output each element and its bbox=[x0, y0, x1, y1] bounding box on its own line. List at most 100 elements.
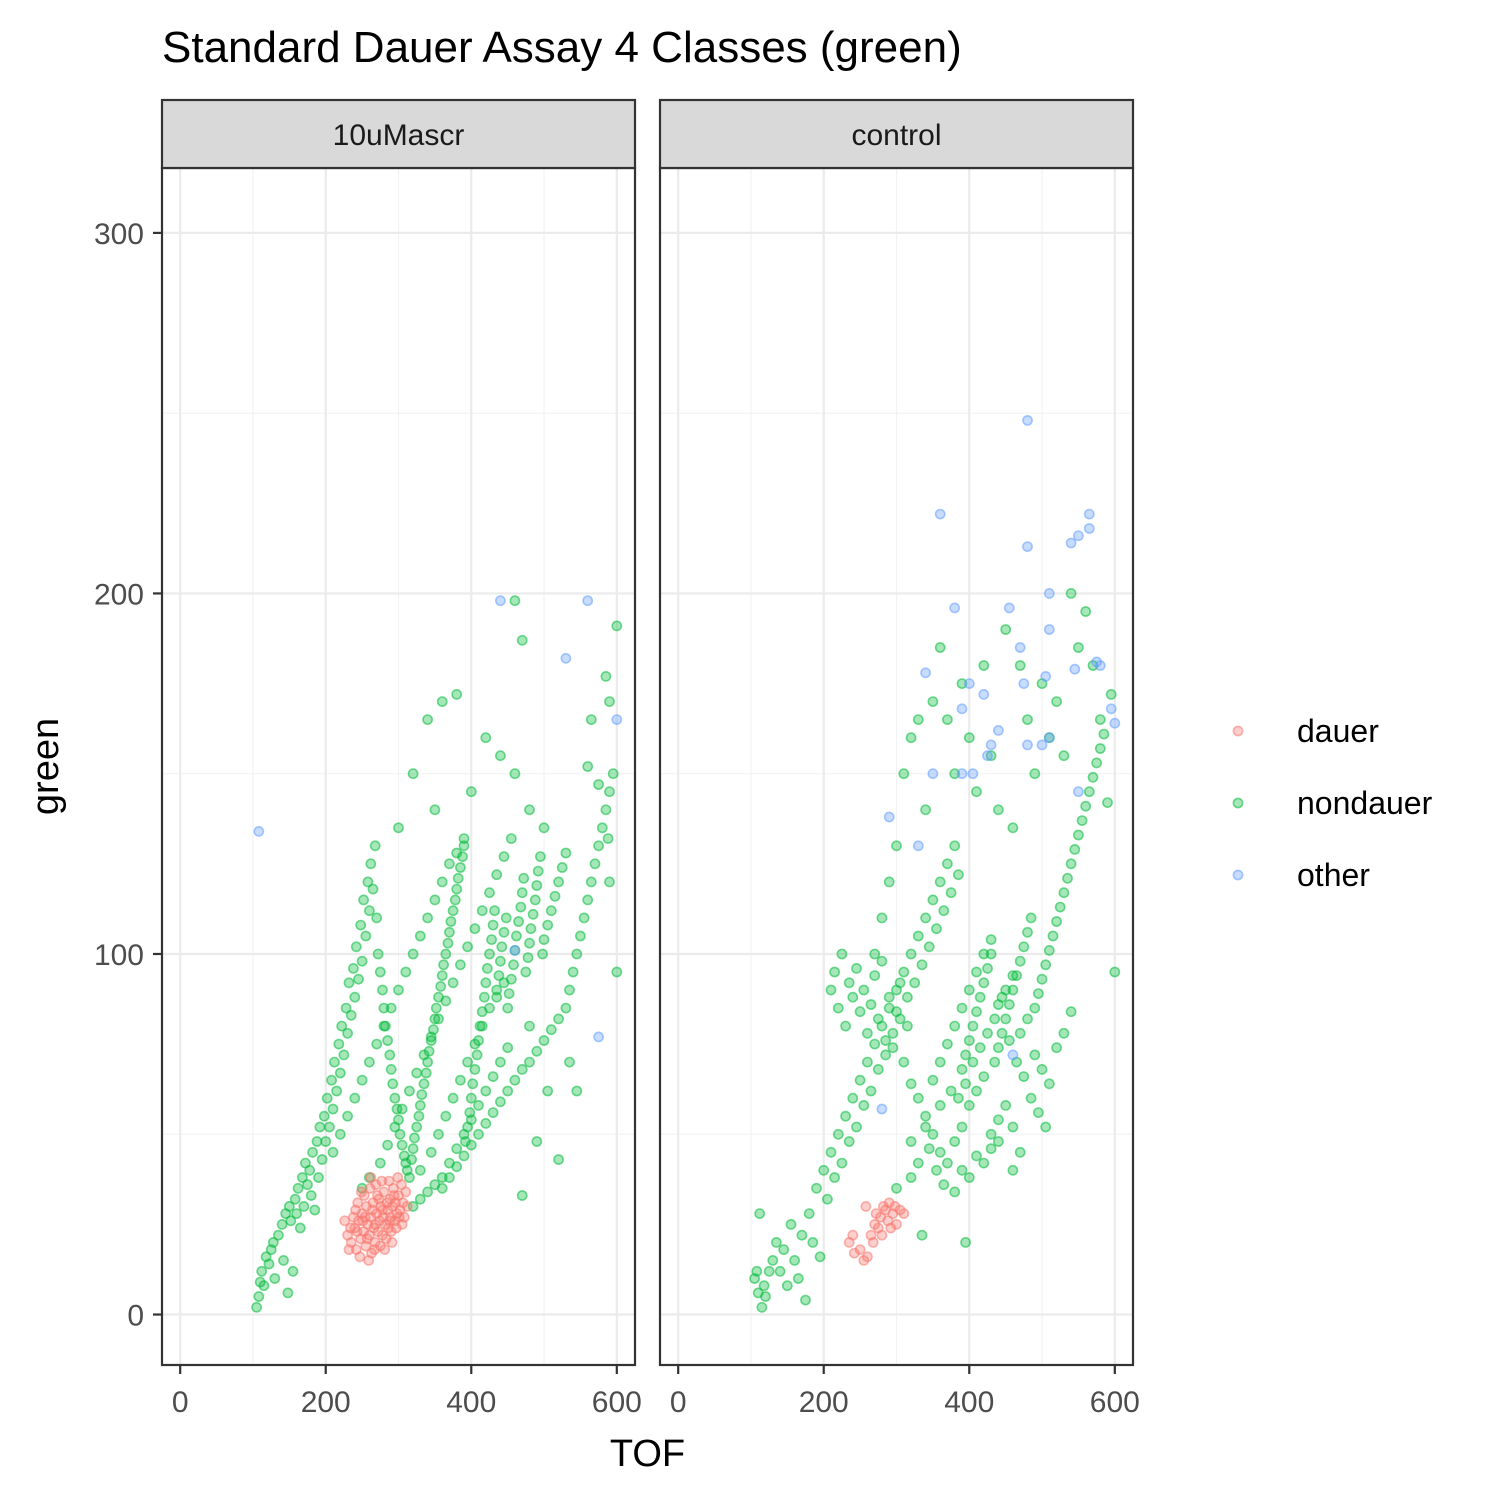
point-nondauer bbox=[418, 1078, 430, 1090]
point-nondauer bbox=[1058, 750, 1070, 762]
point-nondauer bbox=[883, 991, 895, 1003]
point-dauer bbox=[350, 1204, 361, 1216]
point-nondauer bbox=[785, 1219, 797, 1230]
point-nondauer bbox=[458, 1128, 470, 1140]
point-nondauer bbox=[1000, 624, 1012, 635]
point-nondauer bbox=[484, 948, 495, 960]
x-tick-label: 400 bbox=[446, 1386, 496, 1419]
point-nondauer bbox=[294, 1222, 306, 1234]
point-nondauer bbox=[302, 1179, 313, 1191]
point-nondauer bbox=[1029, 1002, 1041, 1014]
point-other bbox=[1036, 739, 1048, 751]
point-dauer bbox=[891, 1219, 902, 1230]
point-nondauer bbox=[502, 1002, 514, 1014]
point-nondauer bbox=[443, 858, 455, 870]
point-nondauer bbox=[920, 1110, 931, 1122]
point-nondauer bbox=[343, 977, 355, 989]
point-nondauer bbox=[494, 955, 506, 967]
point-nondauer bbox=[869, 970, 881, 981]
point-nondauer bbox=[442, 937, 454, 949]
point-nondauer bbox=[829, 966, 840, 978]
point-nondauer bbox=[545, 905, 557, 917]
point-nondauer bbox=[953, 1092, 964, 1104]
legend-key-dauer bbox=[1232, 725, 1244, 737]
point-nondauer bbox=[331, 1085, 342, 1097]
point-nondauer bbox=[1007, 984, 1019, 996]
point-nondauer bbox=[571, 1085, 583, 1097]
point-nondauer bbox=[604, 696, 615, 707]
point-nondauer bbox=[832, 1002, 844, 1014]
point-other bbox=[949, 602, 961, 614]
point-nondauer bbox=[796, 1229, 808, 1241]
point-nondauer bbox=[500, 912, 512, 924]
point-nondauer bbox=[1025, 912, 1037, 924]
point-nondauer bbox=[949, 1020, 961, 1032]
point-nondauer bbox=[564, 984, 575, 996]
point-other bbox=[560, 652, 572, 664]
point-nondauer bbox=[920, 804, 931, 816]
point-nondauer bbox=[382, 1139, 393, 1151]
point-nondauer bbox=[956, 678, 968, 689]
series-other-10uMascr bbox=[253, 595, 623, 1043]
point-dauer bbox=[390, 1222, 402, 1234]
point-nondauer bbox=[1083, 786, 1095, 798]
point-nondauer bbox=[451, 883, 463, 895]
legend-key-nondauer bbox=[1232, 797, 1244, 809]
point-nondauer bbox=[525, 923, 537, 935]
point-nondauer bbox=[326, 1074, 337, 1086]
point-nondauer bbox=[476, 1020, 488, 1032]
point-nondauer bbox=[340, 1002, 352, 1014]
point-nondauer bbox=[429, 1013, 441, 1025]
point-nondauer bbox=[489, 905, 500, 917]
point-nondauer bbox=[1051, 696, 1062, 707]
point-nondauer bbox=[880, 1049, 891, 1061]
point-nondauer bbox=[529, 894, 541, 906]
point-nondauer bbox=[978, 1157, 990, 1169]
point-nondauer bbox=[934, 642, 946, 653]
point-nondauer bbox=[498, 851, 510, 862]
point-nondauer bbox=[498, 977, 510, 989]
point-other bbox=[1014, 642, 1026, 653]
point-nondauer bbox=[758, 1280, 770, 1292]
point-nondauer bbox=[978, 977, 990, 989]
point-nondauer bbox=[942, 1038, 953, 1050]
point-other bbox=[920, 667, 931, 679]
point-nondauer bbox=[298, 1201, 310, 1212]
point-nondauer bbox=[491, 991, 503, 1003]
x-tick-label: 600 bbox=[592, 1386, 642, 1419]
point-dauer bbox=[363, 1255, 375, 1266]
point-nondauer bbox=[462, 941, 473, 953]
point-nondauer bbox=[916, 1229, 928, 1241]
point-nondauer bbox=[267, 1237, 279, 1248]
point-nondauer bbox=[251, 1301, 262, 1313]
point-nondauer bbox=[1051, 916, 1062, 927]
point-nondauer bbox=[963, 1100, 975, 1111]
point-nondauer bbox=[377, 984, 388, 996]
facet-strip-label: control bbox=[851, 119, 941, 152]
point-nondauer bbox=[263, 1258, 275, 1270]
point-nondauer bbox=[1040, 1121, 1052, 1133]
point-nondauer bbox=[542, 919, 554, 931]
point-nondauer bbox=[934, 1056, 946, 1068]
point-nondauer bbox=[413, 1110, 425, 1122]
point-nondauer bbox=[522, 952, 534, 963]
point-nondauer bbox=[305, 1190, 317, 1201]
point-nondauer bbox=[751, 1265, 763, 1277]
point-nondauer bbox=[938, 905, 950, 917]
point-nondauer bbox=[876, 912, 888, 924]
point-nondauer bbox=[422, 1186, 433, 1198]
point-nondauer bbox=[956, 1064, 968, 1075]
point-nondauer bbox=[503, 988, 515, 999]
point-other bbox=[1105, 703, 1117, 715]
point-nondauer bbox=[347, 963, 359, 974]
point-nondauer bbox=[585, 876, 597, 888]
point-nondauer bbox=[902, 991, 913, 1003]
point-nondauer bbox=[389, 1121, 401, 1133]
point-nondauer bbox=[516, 634, 528, 646]
point-nondauer bbox=[440, 948, 452, 960]
point-nondauer bbox=[369, 840, 381, 852]
point-other bbox=[912, 840, 924, 852]
point-dauer bbox=[370, 1179, 382, 1191]
point-nondauer bbox=[454, 959, 466, 971]
